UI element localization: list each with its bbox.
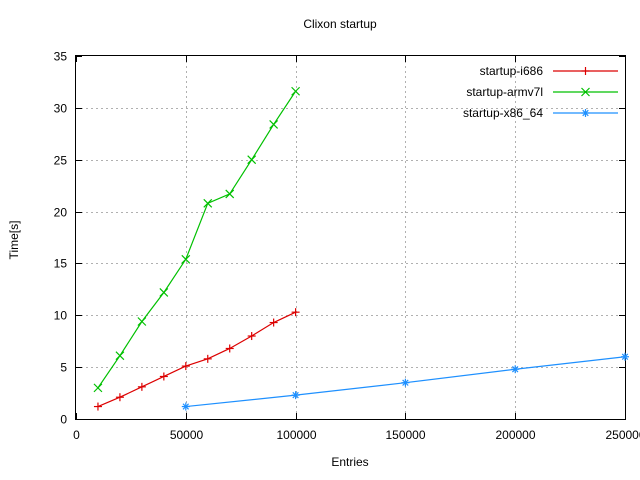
data-point-marker	[291, 391, 300, 400]
data-point-marker	[203, 198, 213, 208]
y-tick-label: 5	[60, 361, 67, 375]
data-point-marker	[581, 109, 590, 117]
y-tick-label: 20	[54, 206, 68, 220]
y-tick-label: 30	[54, 102, 68, 116]
legend-item-startup-x86_64[interactable]: startup-x86_64	[463, 106, 618, 120]
data-point-marker	[291, 86, 301, 96]
data-point-marker	[181, 362, 190, 371]
data-point-marker	[247, 155, 257, 165]
data-point-marker	[203, 354, 212, 363]
legend-item-startup-armv7l[interactable]: startup-armv7l	[466, 85, 618, 99]
data-point-marker	[159, 372, 168, 381]
data-point-marker	[159, 288, 169, 297]
x-axis-ticks: 0 50000 100000 150000 200000 250000	[73, 56, 640, 442]
data-point-marker	[225, 344, 234, 353]
data-point-marker	[225, 189, 235, 199]
data-point-marker	[621, 352, 629, 361]
data-point-marker	[269, 318, 278, 327]
series-startup-x86_64	[181, 352, 629, 411]
x-tick-label: 0	[73, 428, 80, 442]
chart-title: Clixon startup	[303, 17, 377, 31]
data-point-marker	[581, 87, 590, 97]
data-point-marker	[137, 317, 147, 326]
legend-item-startup-i686[interactable]: startup-i686	[480, 64, 618, 78]
legend-item-label: startup-i686	[480, 64, 544, 78]
plot-area-border	[75, 55, 626, 420]
x-tick-label: 150000	[385, 428, 425, 442]
legend-item-label: startup-armv7l	[466, 85, 543, 99]
data-point-marker	[181, 254, 191, 264]
y-tick-label: 15	[54, 257, 68, 271]
y-tick-label: 0	[60, 413, 67, 427]
legend-item-label: startup-x86_64	[463, 106, 543, 120]
grid-lines	[76, 56, 625, 419]
x-tick-label: 200000	[495, 428, 535, 442]
legend: startup-i686 startup-armv7l startup-x86_64	[463, 64, 618, 120]
data-point-marker	[401, 378, 410, 387]
series-startup-i686	[93, 308, 300, 411]
y-axis-ticks: 0 5 10 15 20 25 30 35	[54, 50, 625, 427]
data-point-marker	[137, 382, 146, 391]
data-series-layer	[93, 86, 629, 411]
x-axis-title: Entries	[331, 455, 368, 469]
y-tick-label: 35	[54, 50, 68, 64]
data-point-marker	[581, 67, 590, 75]
data-point-marker	[115, 393, 124, 402]
data-point-marker	[115, 351, 125, 361]
data-point-marker	[511, 365, 520, 374]
data-point-marker	[291, 308, 300, 317]
data-point-marker	[247, 332, 256, 341]
x-tick-label: 50000	[170, 428, 204, 442]
series-startup-armv7l	[93, 86, 301, 393]
x-tick-label: 250000	[605, 428, 640, 442]
y-tick-label: 25	[54, 154, 68, 168]
data-point-marker	[93, 383, 103, 393]
y-tick-label: 10	[54, 309, 68, 323]
data-point-marker	[269, 120, 279, 129]
data-point-marker	[181, 402, 190, 411]
data-point-marker	[93, 402, 102, 411]
y-axis-title: Time[s]	[7, 221, 21, 260]
x-tick-label: 100000	[276, 428, 316, 442]
